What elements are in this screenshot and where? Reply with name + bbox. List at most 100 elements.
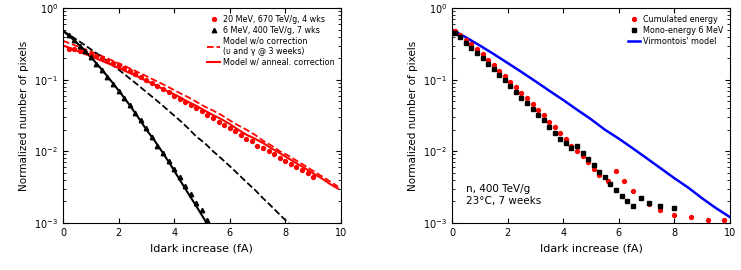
Mono-energy 6 MeV <box>473 51 482 54</box>
Model w/o correction
(υ and γ @ 3 weeks) <box>108 59 117 62</box>
Cumulated energy <box>539 113 548 117</box>
Mono-energy 6 MeV <box>522 102 531 105</box>
6 MeV, 400 TeV/g, 7 wks <box>125 103 134 107</box>
Model w/ anneal. correction <box>176 96 185 99</box>
6 MeV, 400 TeV/g, 7 wks <box>165 159 173 163</box>
Model w/o correction
(υ and γ @ 3 weeks) <box>308 169 317 173</box>
X-axis label: Idark increase (fA): Idark increase (fA) <box>539 243 642 253</box>
Cumulated energy <box>603 180 612 183</box>
Model w/ anneal. correction <box>125 71 134 75</box>
Model w/o correction
(υ and γ @ 3 weeks) <box>259 139 268 142</box>
Mono-energy 6 MeV <box>562 141 571 145</box>
20 MeV, 670 TeV/g, 4 wks <box>103 59 112 62</box>
Mono-energy 6 MeV <box>584 157 593 161</box>
Model w/o correction
(υ and γ @ 3 weeks) <box>242 128 250 131</box>
20 MeV, 670 TeV/g, 4 wks <box>308 175 317 178</box>
Mono-energy 6 MeV <box>528 107 537 110</box>
20 MeV, 670 TeV/g, 4 wks <box>142 78 151 81</box>
Cumulated energy <box>517 91 526 94</box>
Text: n, 400 TeV/g
23°C, 7 weeks: n, 400 TeV/g 23°C, 7 weeks <box>466 184 541 205</box>
6 MeV, 400 TeV/g, 7 wks <box>108 82 117 85</box>
20 MeV, 670 TeV/g, 4 wks <box>297 169 307 172</box>
Cumulated energy <box>686 215 695 219</box>
Mono-energy 6 MeV <box>534 113 542 117</box>
Model w/o correction
(υ and γ @ 3 weeks) <box>325 180 334 183</box>
Virmontois' model <box>448 28 456 31</box>
Mono-energy 6 MeV <box>551 131 559 134</box>
Model w/ anneal. correction <box>300 167 309 170</box>
Cumulated energy <box>506 80 515 83</box>
Virmontois' model <box>476 44 485 47</box>
Model w/o correction
(υ and γ @ 3 weeks) <box>300 164 309 167</box>
20 MeV, 670 TeV/g, 4 wks <box>153 84 162 87</box>
Model w/o correction
(υ and γ @ 3 weeks) <box>176 92 185 95</box>
Model w/o correction
(υ and γ @ 3 weeks) <box>192 100 201 103</box>
Model w/o correction
(υ and γ @ 3 weeks) <box>142 75 151 78</box>
Mono-energy 6 MeV <box>484 62 493 65</box>
Cumulated energy <box>578 155 587 158</box>
20 MeV, 670 TeV/g, 4 wks <box>64 47 73 50</box>
Virmontois' model <box>628 147 637 150</box>
Cumulated energy <box>484 58 493 61</box>
Model w/ anneal. correction <box>159 87 167 91</box>
Model w/o correction
(υ and γ @ 3 weeks) <box>225 119 234 122</box>
6 MeV, 400 TeV/g, 7 wks <box>159 151 167 154</box>
Model w/ anneal. correction <box>325 182 334 185</box>
Model w/ anneal. correction <box>284 157 293 160</box>
Model w/ anneal. correction <box>276 151 285 155</box>
Mono-energy 6 MeV <box>517 96 526 99</box>
Cumulated energy <box>467 43 476 46</box>
20 MeV, 670 TeV/g, 4 wks <box>76 49 84 52</box>
6 MeV, 400 TeV/g, 7 wks <box>92 62 101 65</box>
6 MeV, 400 TeV/g, 7 wks <box>103 75 112 78</box>
Line: Virmontois' model: Virmontois' model <box>452 30 730 217</box>
Model w/ anneal. correction <box>250 137 259 140</box>
Virmontois' model <box>684 186 693 189</box>
Line: 20 MeV, 670 TeV/g, 4 wks: 20 MeV, 670 TeV/g, 4 wks <box>67 47 315 179</box>
Model w/o correction
(υ and γ @ 3 weeks) <box>209 109 218 112</box>
Mono-energy 6 MeV <box>628 205 637 208</box>
Virmontois' model <box>670 177 679 180</box>
Model w/o correction
(υ and γ @ 3 weeks) <box>150 79 159 82</box>
6 MeV, 400 TeV/g, 7 wks <box>86 56 95 59</box>
Model w/o correction
(υ and γ @ 3 weeks) <box>200 105 209 108</box>
Cumulated energy <box>589 167 598 170</box>
Model w/o correction
(υ and γ @ 3 weeks) <box>184 96 193 99</box>
Model w/ anneal. correction <box>59 44 67 47</box>
Mono-energy 6 MeV <box>467 46 476 49</box>
20 MeV, 670 TeV/g, 4 wks <box>231 130 240 133</box>
20 MeV, 670 TeV/g, 4 wks <box>114 64 123 67</box>
Mono-energy 6 MeV <box>545 125 554 128</box>
Mono-energy 6 MeV <box>500 79 509 82</box>
Mono-energy 6 MeV <box>539 119 548 122</box>
20 MeV, 670 TeV/g, 4 wks <box>247 139 256 142</box>
20 MeV, 670 TeV/g, 4 wks <box>236 133 245 136</box>
6 MeV, 400 TeV/g, 7 wks <box>192 201 201 204</box>
Cumulated energy <box>637 197 645 200</box>
6 MeV, 400 TeV/g, 7 wks <box>98 69 107 72</box>
Virmontois' model <box>503 61 512 65</box>
Mono-energy 6 MeV <box>622 200 631 203</box>
20 MeV, 670 TeV/g, 4 wks <box>147 81 156 85</box>
6 MeV, 400 TeV/g, 7 wks <box>70 38 79 42</box>
Line: Model w/o correction
(υ and γ @ 3 weeks): Model w/o correction (υ and γ @ 3 weeks) <box>63 41 338 187</box>
20 MeV, 670 TeV/g, 4 wks <box>214 120 223 123</box>
Mono-energy 6 MeV <box>606 182 615 185</box>
Mono-energy 6 MeV <box>645 201 654 204</box>
Model w/o correction
(υ and γ @ 3 weeks) <box>333 185 342 188</box>
20 MeV, 670 TeV/g, 4 wks <box>281 159 290 163</box>
20 MeV, 670 TeV/g, 4 wks <box>292 166 301 169</box>
20 MeV, 670 TeV/g, 4 wks <box>92 54 101 58</box>
Model w/o correction
(υ and γ @ 3 weeks) <box>276 150 285 153</box>
20 MeV, 670 TeV/g, 4 wks <box>264 150 273 153</box>
Model w/o correction
(υ and γ @ 3 weeks) <box>92 52 101 55</box>
Cumulated energy <box>656 208 665 212</box>
Virmontois' model <box>573 108 582 111</box>
Mono-energy 6 MeV <box>573 144 582 147</box>
Model w/ anneal. correction <box>184 100 193 103</box>
Model w/ anneal. correction <box>84 53 93 57</box>
20 MeV, 670 TeV/g, 4 wks <box>98 56 107 60</box>
Model w/o correction
(υ and γ @ 3 weeks) <box>59 39 67 42</box>
20 MeV, 670 TeV/g, 4 wks <box>131 72 140 75</box>
Mono-energy 6 MeV <box>670 207 679 210</box>
